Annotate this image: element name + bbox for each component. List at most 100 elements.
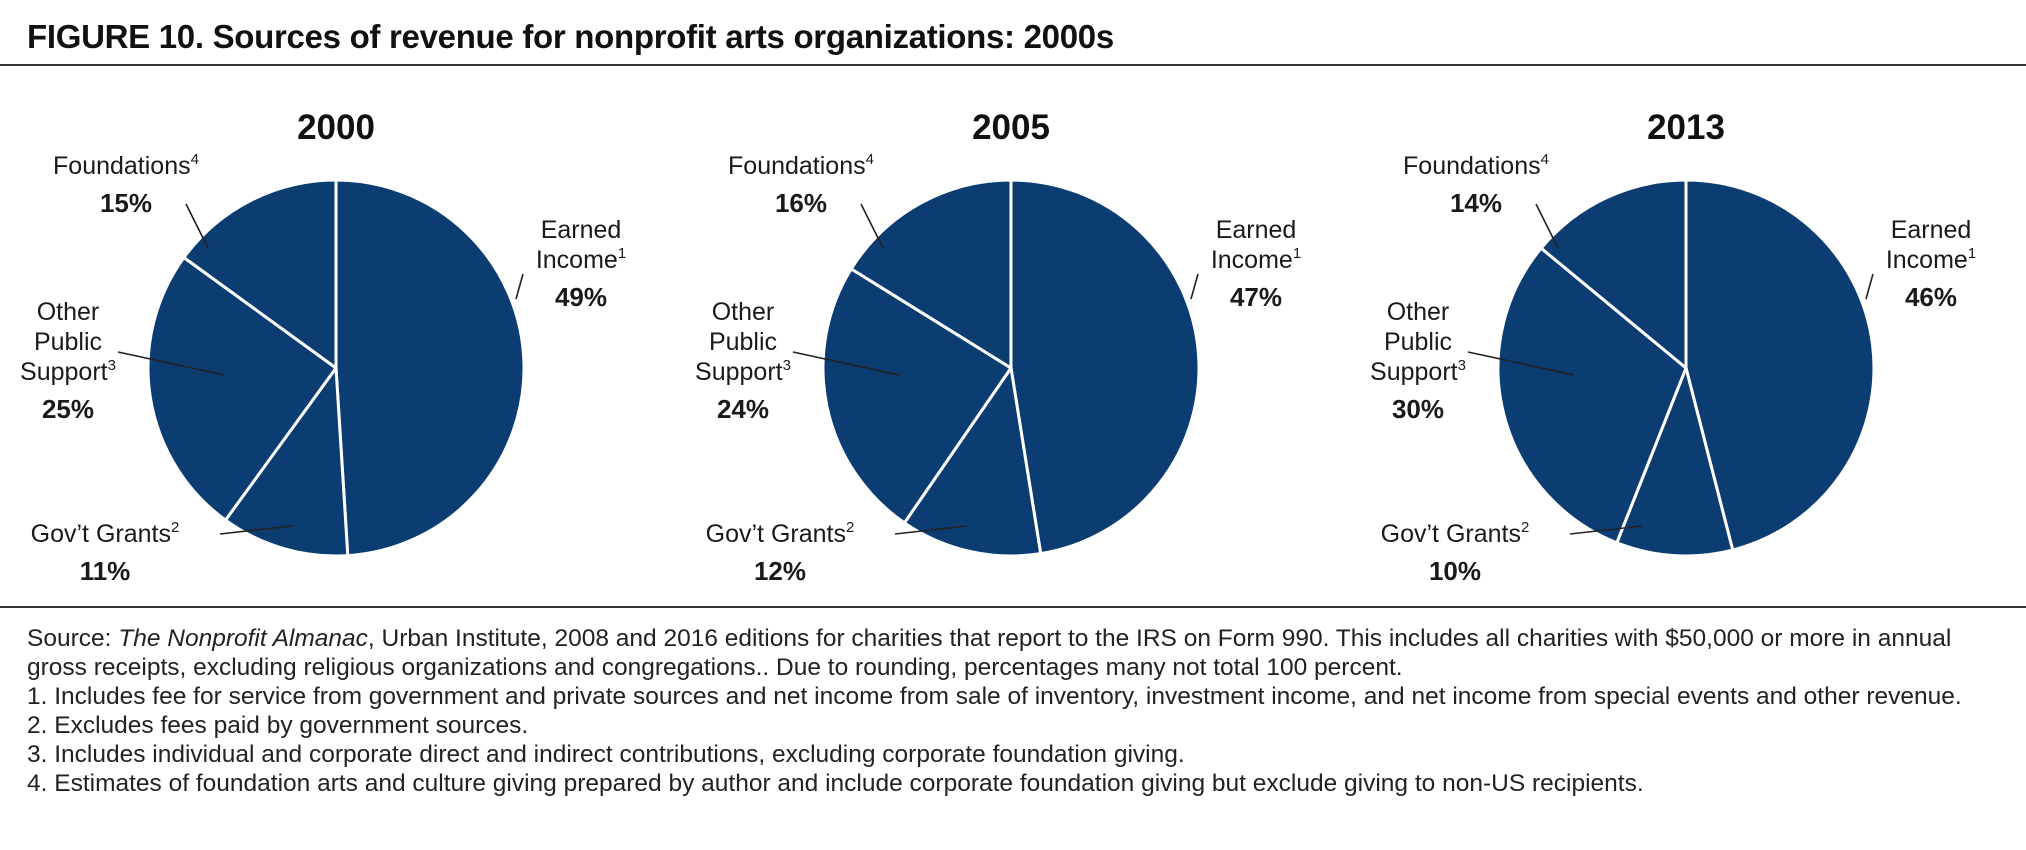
source-line: Source: The Nonprofit Almanac, Urban Ins… <box>27 624 2002 682</box>
slice-label-text: Income1 <box>1886 245 1976 274</box>
slice-percent: 11% <box>80 556 131 586</box>
pie-slice-gov-t-grants <box>1615 366 1735 558</box>
slice-percent: 25% <box>42 394 94 424</box>
leader-line <box>515 273 524 300</box>
slice-label-text: Earned <box>1891 216 1972 244</box>
pie-slice-other-public-support <box>821 267 1013 525</box>
footnote-marker: 1 <box>1968 245 1976 262</box>
leader-line <box>894 525 968 535</box>
slice-label-text: Gov’t Grants2 <box>1381 519 1530 548</box>
leader-line <box>219 525 293 535</box>
slice-label-foundations: Foundations4 15% <box>53 151 209 249</box>
pie-slice-gov-t-grants <box>902 366 1043 558</box>
slice-label-gov-t-grants: Gov’t Grants2 11% <box>31 519 293 586</box>
slice-percent: 24% <box>717 394 769 424</box>
footnote-2: 2. Excludes fees paid by government sour… <box>27 712 529 739</box>
source-title: The Nonprofit Almanac <box>118 625 368 652</box>
footnote-4: 4. Estimates of foundation arts and cult… <box>27 770 1644 797</box>
slice-percent: 15% <box>100 188 152 218</box>
slice-percent: 12% <box>754 556 806 586</box>
source-prefix: Source: <box>27 625 119 652</box>
footnote-marker: 4 <box>866 151 874 168</box>
leader-line <box>1535 203 1559 249</box>
slice-label-text: Public <box>709 328 777 356</box>
slice-label-gov-t-grants: Gov’t Grants2 10% <box>1381 519 1643 586</box>
slice-label-gov-t-grants: Gov’t Grants2 12% <box>706 519 968 586</box>
slice-label-text: Income1 <box>536 245 626 274</box>
slice-percent: 16% <box>775 188 827 218</box>
leader-line <box>792 351 900 376</box>
footnote-marker: 2 <box>171 519 179 536</box>
pie-slice-earned-income <box>334 178 526 558</box>
footnote-1: 1. Includes fee for service from governm… <box>27 683 1962 710</box>
slice-label-text: Other <box>37 298 100 326</box>
pie-slice-other-public-support <box>1496 246 1688 545</box>
slice-label-text: Support3 <box>695 357 791 386</box>
slice-label-text: Earned <box>1216 216 1297 244</box>
footnote-marker: 2 <box>846 519 854 536</box>
pie-slice-foundations <box>1539 178 1688 370</box>
footnote-marker: 4 <box>191 151 199 168</box>
leader-line <box>117 351 225 376</box>
pie-slice-earned-income <box>1684 178 1876 552</box>
leader-line <box>185 203 209 249</box>
slice-label-text: Foundations4 <box>728 151 874 180</box>
slice-percent: 14% <box>1450 188 1502 218</box>
source-rest: , Urban Institute, 2008 and 2016 edition… <box>27 625 1952 681</box>
bottom-rule <box>0 606 2026 608</box>
slice-label-text: Earned <box>541 216 622 244</box>
pie-title: 2000 <box>297 108 375 147</box>
slice-label-text: Gov’t Grants2 <box>706 519 855 548</box>
footnote-marker: 3 <box>108 357 116 374</box>
slice-label-foundations: Foundations4 14% <box>1403 151 1559 249</box>
pie-title: 2013 <box>1647 108 1725 147</box>
footnote-marker: 3 <box>783 357 791 374</box>
slice-percent: 10% <box>1429 556 1481 586</box>
footnote-3: 3. Includes individual and corporate dir… <box>27 741 1185 768</box>
slice-label-text: Foundations4 <box>53 151 199 180</box>
leader-line <box>1190 273 1199 300</box>
slice-label-text: Other <box>712 298 775 326</box>
leader-line <box>1569 525 1643 535</box>
footnote-marker: 1 <box>1293 245 1301 262</box>
figure-title: FIGURE 10. Sources of revenue for nonpro… <box>27 18 1114 55</box>
footnote-marker: 2 <box>1521 519 1529 536</box>
slice-percent: 47% <box>1230 282 1282 312</box>
slice-label-text: Support3 <box>1370 357 1466 386</box>
slice-label-text: Other <box>1387 298 1450 326</box>
pie-slice-foundations <box>849 178 1013 370</box>
source-notes: Source: The Nonprofit Almanac, Urban Ins… <box>27 624 2002 798</box>
slice-percent: 46% <box>1905 282 1957 312</box>
slice-label-text: Public <box>34 328 102 356</box>
slice-label-text: Gov’t Grants2 <box>31 519 180 548</box>
leader-line <box>860 203 884 249</box>
pie-slice-earned-income <box>1009 178 1201 556</box>
top-rule <box>0 64 2026 66</box>
slice-label-text: Support3 <box>20 357 116 386</box>
leader-line <box>1865 273 1874 300</box>
pie-slice-gov-t-grants <box>224 366 350 558</box>
footnote-marker: 3 <box>1458 357 1466 374</box>
slice-percent: 49% <box>555 282 607 312</box>
slice-percent: 30% <box>1392 394 1444 424</box>
footnote-marker: 1 <box>618 245 626 262</box>
pie-slice-foundations <box>182 178 338 370</box>
slice-label-text: Public <box>1384 328 1452 356</box>
slice-label-text: Foundations4 <box>1403 151 1549 180</box>
footnote-marker: 4 <box>1541 151 1549 168</box>
slice-label-text: Income1 <box>1211 245 1301 274</box>
leader-line <box>1467 351 1575 376</box>
pie-slice-other-public-support <box>146 256 338 522</box>
pie-title: 2005 <box>972 108 1050 147</box>
slice-label-foundations: Foundations4 16% <box>728 151 884 249</box>
